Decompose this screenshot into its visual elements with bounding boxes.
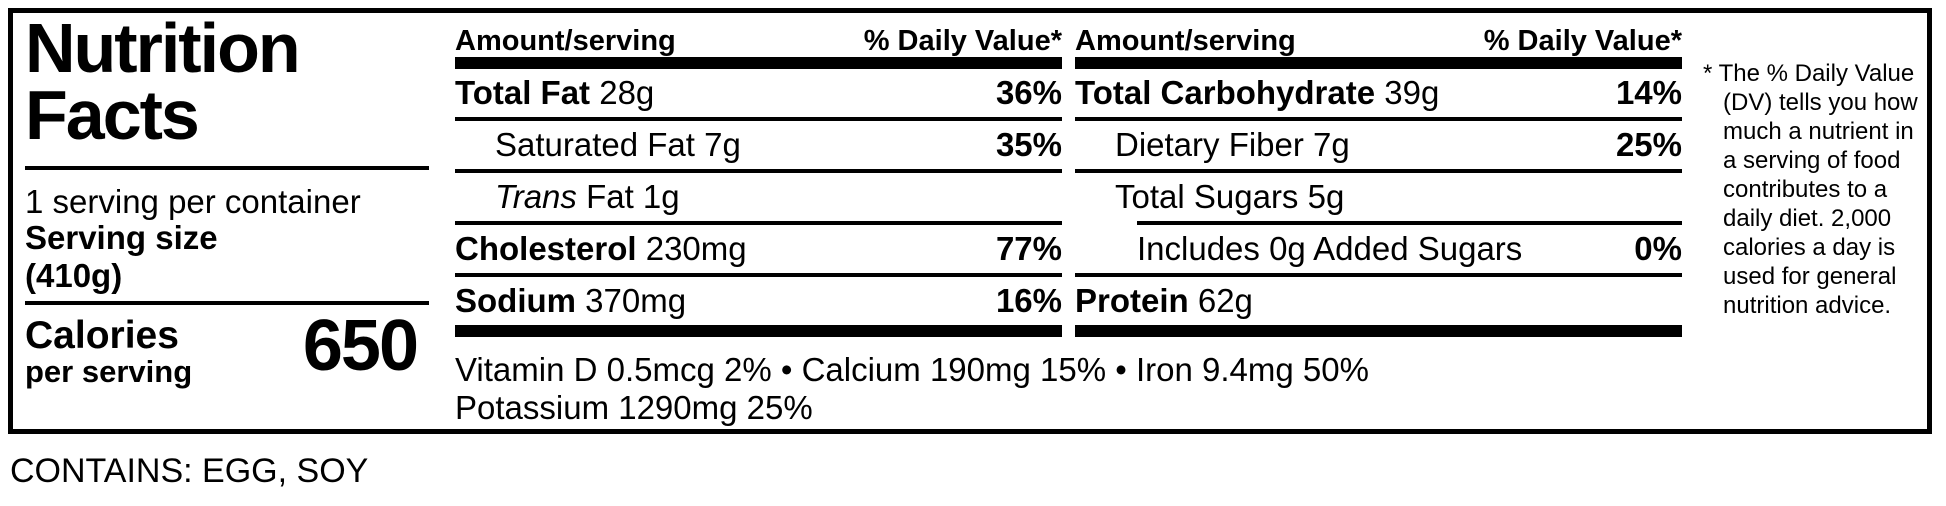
thick-divider xyxy=(455,325,1062,337)
nutrient-column-left: Amount/serving % Daily Value* Total Fat … xyxy=(455,13,1062,337)
micronutrients-block: Vitamin D 0.5mcg 2% • Calcium 190mg 15% … xyxy=(455,351,1369,427)
calories-block: Calories per serving xyxy=(25,314,193,389)
nutrient-row: Cholesterol 230mg 77% xyxy=(455,225,1062,273)
nutrient-name: Cholesterol 230mg xyxy=(455,230,747,267)
column-header: Amount/serving % Daily Value* xyxy=(1075,13,1682,57)
nutrient-name: Total Fat 28g xyxy=(455,74,655,111)
micronutrients-line1: Vitamin D 0.5mcg 2% • Calcium 190mg 15% … xyxy=(455,351,1369,388)
thick-divider xyxy=(455,57,1062,69)
servings-per-container: 1 serving per container xyxy=(25,183,361,220)
daily-value-percent: 35% xyxy=(995,126,1062,163)
amount-serving-header: Amount/serving xyxy=(455,25,676,57)
nutrient-row: Sodium 370mg 16% xyxy=(455,277,1062,325)
daily-value-footnote: * The % Daily Value (DV) tells you how m… xyxy=(1703,60,1918,319)
nutrient-name: Protein 62g xyxy=(1075,282,1253,319)
row-divider xyxy=(1137,221,1682,225)
nutrient-row: Includes 0g Added Sugars 0% xyxy=(1075,225,1682,273)
nutrient-name: Trans Fat 1g xyxy=(495,178,680,215)
nutrient-name: Total Sugars 5g xyxy=(1115,178,1345,215)
daily-value-percent: 77% xyxy=(995,230,1062,267)
column-header: Amount/serving % Daily Value* xyxy=(455,13,1062,57)
serving-size-value: (410g) xyxy=(25,257,123,294)
thick-divider xyxy=(1075,325,1682,337)
label-border: Nutrition Facts 1 serving per container … xyxy=(8,8,1932,434)
daily-value-percent: 16% xyxy=(995,282,1062,319)
row-divider xyxy=(1075,117,1682,121)
nutrient-row: Saturated Fat 7g 35% xyxy=(455,121,1062,169)
nutrient-row: Trans Fat 1g xyxy=(455,173,1062,221)
label-title-line2: Facts xyxy=(25,76,200,154)
nutrient-column-right: Amount/serving % Daily Value* Total Carb… xyxy=(1075,13,1682,337)
divider xyxy=(25,166,429,170)
daily-value-percent: 25% xyxy=(1615,126,1682,163)
nutrient-name: Total Carbohydrate 39g xyxy=(1075,74,1440,111)
row-divider xyxy=(455,221,1062,225)
nutrient-name: Saturated Fat 7g xyxy=(495,126,741,163)
daily-value-percent: 14% xyxy=(1615,74,1682,111)
label-title: Nutrition Facts xyxy=(25,9,301,154)
daily-value-header: % Daily Value* xyxy=(863,25,1062,57)
daily-value-percent: 36% xyxy=(995,74,1062,111)
row-divider xyxy=(455,273,1062,277)
serving-size-label: Serving size xyxy=(25,219,218,256)
calories-sublabel: per serving xyxy=(25,354,193,389)
daily-value-header: % Daily Value* xyxy=(1483,25,1682,57)
thick-divider xyxy=(1075,57,1682,69)
calories-label: Calories xyxy=(25,314,179,357)
micronutrients-line2: Potassium 1290mg 25% xyxy=(455,389,813,426)
nutrient-row: Total Carbohydrate 39g 14% xyxy=(1075,69,1682,117)
nutrient-row: Total Sugars 5g xyxy=(1075,173,1682,221)
nutrient-row: Protein 62g xyxy=(1075,277,1682,325)
row-divider xyxy=(1075,273,1682,277)
daily-value-percent: 0% xyxy=(1634,230,1682,267)
calories-value: 650 xyxy=(302,306,419,386)
nutrient-row: Dietary Fiber 7g 25% xyxy=(1075,121,1682,169)
row-divider xyxy=(1075,169,1682,173)
row-divider xyxy=(455,117,1062,121)
row-divider xyxy=(455,169,1062,173)
nutrient-name: Sodium 370mg xyxy=(455,282,687,319)
divider xyxy=(25,301,429,305)
nutrient-row: Total Fat 28g 36% xyxy=(455,69,1062,117)
nutrient-name: Includes 0g Added Sugars xyxy=(1137,230,1523,267)
amount-serving-header: Amount/serving xyxy=(1075,25,1296,57)
allergen-statement: CONTAINS: EGG, SOY xyxy=(10,452,369,490)
label-title-line1: Nutrition xyxy=(25,9,301,87)
nutrient-name: Dietary Fiber 7g xyxy=(1115,126,1350,163)
